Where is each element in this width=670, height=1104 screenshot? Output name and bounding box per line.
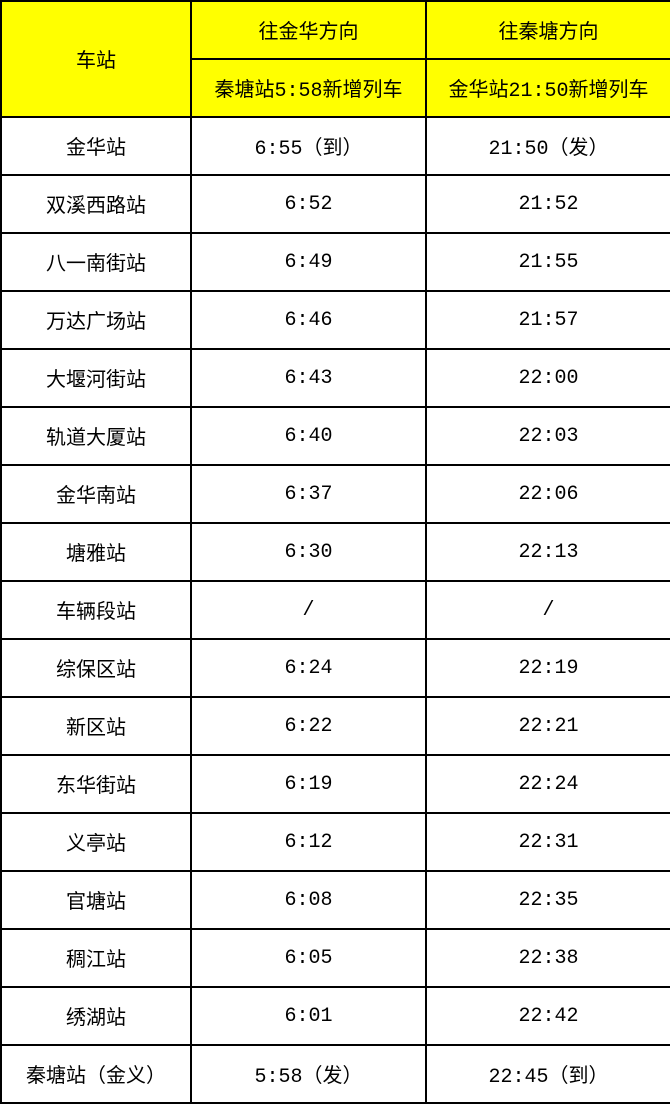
time-to-jinhua-cell: 6:49 (190, 232, 427, 292)
time-to-jinhua-cell: 6:12 (190, 812, 427, 872)
time-to-qintang-cell: 21:57 (425, 290, 670, 350)
station-cell: 东华街站 (0, 754, 192, 814)
header-direction-jinhua: 往金华方向 (190, 0, 427, 60)
station-cell: 双溪西路站 (0, 174, 192, 234)
time-to-jinhua-cell: 6:55（到） (190, 116, 427, 176)
time-to-qintang-cell: 22:19 (425, 638, 670, 698)
time-to-jinhua-cell: 5:58（发） (190, 1044, 427, 1104)
time-to-jinhua-cell: 6:24 (190, 638, 427, 698)
station-cell: 义亭站 (0, 812, 192, 872)
station-cell: 大堰河街站 (0, 348, 192, 408)
time-to-qintang-cell: / (425, 580, 670, 640)
station-cell: 八一南街站 (0, 232, 192, 292)
station-cell: 秦塘站（金义） (0, 1044, 192, 1104)
time-to-qintang-cell: 22:35 (425, 870, 670, 930)
subheader-jinhua: 秦塘站5:58新增列车 (190, 58, 427, 118)
table-row: 万达广场站 6:46 21:57 (0, 290, 670, 350)
time-to-qintang-cell: 21:50（发） (425, 116, 670, 176)
time-to-qintang-cell: 22:03 (425, 406, 670, 466)
time-to-qintang-cell: 22:21 (425, 696, 670, 756)
time-to-jinhua-cell: 6:08 (190, 870, 427, 930)
time-to-qintang-cell: 22:38 (425, 928, 670, 988)
station-cell: 绣湖站 (0, 986, 192, 1046)
table-row: 金华南站 6:37 22:06 (0, 464, 670, 524)
time-to-qintang-cell: 22:42 (425, 986, 670, 1046)
header-direction-qintang: 往秦塘方向 (425, 0, 670, 60)
header-station: 车站 (0, 0, 192, 118)
table-row: 稠江站 6:05 22:38 (0, 928, 670, 988)
time-to-qintang-cell: 22:24 (425, 754, 670, 814)
time-to-jinhua-cell: 6:40 (190, 406, 427, 466)
station-cell: 万达广场站 (0, 290, 192, 350)
station-cell: 金华南站 (0, 464, 192, 524)
station-cell: 车辆段站 (0, 580, 192, 640)
table-row: 东华街站 6:19 22:24 (0, 754, 670, 814)
table-row: 绣湖站 6:01 22:42 (0, 986, 670, 1046)
time-to-jinhua-cell: 6:52 (190, 174, 427, 234)
time-to-jinhua-cell: / (190, 580, 427, 640)
time-to-jinhua-cell: 6:37 (190, 464, 427, 524)
station-cell: 轨道大厦站 (0, 406, 192, 466)
table-row: 金华站 6:55（到） 21:50（发） (0, 116, 670, 176)
station-cell: 综保区站 (0, 638, 192, 698)
table-row: 综保区站 6:24 22:19 (0, 638, 670, 698)
station-cell: 塘雅站 (0, 522, 192, 582)
station-cell: 金华站 (0, 116, 192, 176)
table-row: 新区站 6:22 22:21 (0, 696, 670, 756)
table-row: 义亭站 6:12 22:31 (0, 812, 670, 872)
time-to-qintang-cell: 22:06 (425, 464, 670, 524)
header-row: 车站 往金华方向 往秦塘方向 (0, 0, 670, 118)
table-row: 八一南街站 6:49 21:55 (0, 232, 670, 292)
time-to-jinhua-cell: 6:05 (190, 928, 427, 988)
time-to-qintang-cell: 21:55 (425, 232, 670, 292)
time-to-jinhua-cell: 6:46 (190, 290, 427, 350)
time-to-qintang-cell: 22:31 (425, 812, 670, 872)
subheader-qintang: 金华站21:50新增列车 (425, 58, 670, 118)
table-row: 塘雅站 6:30 22:13 (0, 522, 670, 582)
station-cell: 新区站 (0, 696, 192, 756)
time-to-qintang-cell: 21:52 (425, 174, 670, 234)
table-row: 轨道大厦站 6:40 22:03 (0, 406, 670, 466)
time-to-jinhua-cell: 6:19 (190, 754, 427, 814)
station-cell: 稠江站 (0, 928, 192, 988)
station-cell: 官塘站 (0, 870, 192, 930)
time-to-jinhua-cell: 6:22 (190, 696, 427, 756)
table-row: 官塘站 6:08 22:35 (0, 870, 670, 930)
time-to-jinhua-cell: 6:01 (190, 986, 427, 1046)
time-to-qintang-cell: 22:13 (425, 522, 670, 582)
time-to-qintang-cell: 22:00 (425, 348, 670, 408)
table-row: 大堰河街站 6:43 22:00 (0, 348, 670, 408)
time-to-qintang-cell: 22:45（到） (425, 1044, 670, 1104)
table-row: 双溪西路站 6:52 21:52 (0, 174, 670, 234)
table-row: 车辆段站 / / (0, 580, 670, 640)
table-row: 秦塘站（金义） 5:58（发） 22:45（到） (0, 1044, 670, 1104)
time-to-jinhua-cell: 6:43 (190, 348, 427, 408)
time-to-jinhua-cell: 6:30 (190, 522, 427, 582)
